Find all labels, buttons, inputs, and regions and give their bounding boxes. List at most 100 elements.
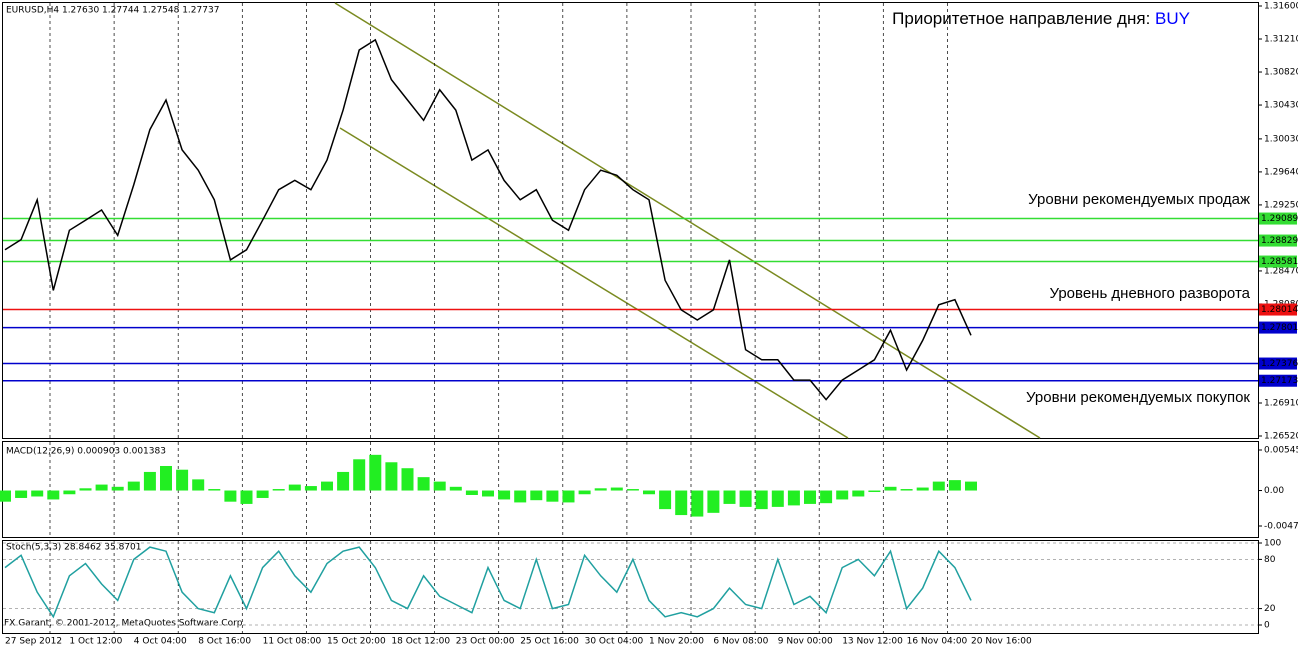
histogram-bar — [482, 490, 494, 497]
level-box — [1259, 357, 1297, 370]
histogram-bar — [256, 490, 269, 498]
histogram-bar — [449, 486, 462, 491]
symbol-header: EURUSD,H4 1.27630 1.27744 1.27548 1.2773… — [6, 6, 219, 16]
histogram-bar — [95, 484, 108, 491]
macd-panel — [2, 441, 1259, 538]
level-label: 1.27173 — [1261, 376, 1298, 386]
histogram-bar — [272, 489, 285, 491]
chart-title: Приоритетное направление дня: BUY — [892, 9, 1190, 28]
level-box — [1259, 234, 1297, 247]
y-tick-label: 100 — [1264, 539, 1281, 549]
y-tick-label: 80 — [1264, 555, 1276, 565]
histogram-bar — [820, 490, 833, 504]
histogram-bar — [787, 490, 800, 506]
y-tick-label: 1.28470 — [1264, 266, 1298, 276]
x-tick-label: 4 Oct 04:00 — [134, 637, 187, 647]
y-tick-label: 1.29250 — [1264, 200, 1298, 210]
histogram-bar — [836, 490, 849, 500]
histogram-bar — [771, 490, 784, 507]
x-tick-label: 27 Sep 2012 — [5, 637, 62, 647]
histogram-bar — [465, 490, 478, 495]
histogram-bar — [804, 490, 816, 504]
histogram-bar — [916, 487, 929, 491]
x-tick-label: 25 Oct 16:00 — [520, 637, 579, 647]
stoch-header: Stoch(5,3,3) 28.8462 35.8701 — [6, 543, 141, 553]
x-tick-label: 1 Oct 12:00 — [69, 637, 122, 647]
histogram-bar — [739, 490, 752, 507]
histogram-bar — [192, 479, 205, 491]
histogram-bar — [691, 490, 704, 517]
histogram-bar — [868, 490, 881, 493]
histogram-bar — [948, 480, 961, 491]
histogram-bar — [111, 486, 124, 491]
histogram-bar — [127, 481, 140, 491]
x-tick-label: 11 Oct 08:00 — [263, 637, 322, 647]
title-text: Приоритетное направление дня: — [892, 9, 1155, 28]
level-label: 1.28581 — [1261, 257, 1298, 267]
y-tick-label: 1.30430 — [1264, 101, 1298, 111]
y-tick-label: -0.00477 — [1264, 522, 1298, 532]
level-label: 1.27376 — [1261, 359, 1298, 369]
annotation: Уровень дневного разворота — [1049, 285, 1250, 302]
histogram-bar — [594, 488, 607, 491]
series-line — [4, 546, 972, 619]
histogram-bar — [208, 489, 221, 491]
histogram-bar — [288, 484, 301, 491]
histogram-bar — [385, 462, 398, 491]
histogram-bar — [31, 490, 44, 497]
level-label: 1.27801 — [1261, 323, 1298, 333]
histogram-bar — [240, 490, 253, 504]
histogram-bar — [707, 490, 720, 513]
level-box — [1259, 255, 1297, 268]
y-tick-label: 0.00545 — [1264, 446, 1298, 456]
annotation: Уровни рекомендуемых покупок — [1026, 389, 1250, 406]
x-tick-label: 23 Oct 00:00 — [456, 637, 515, 647]
y-tick-label: 1.30030 — [1264, 134, 1298, 144]
histogram-bar — [965, 481, 977, 491]
histogram-bar — [224, 490, 237, 502]
histogram-bar — [626, 489, 639, 491]
histogram-bar — [160, 465, 172, 491]
level-label: 1.29089 — [1261, 214, 1298, 224]
histogram-bar — [15, 490, 28, 498]
histogram-bar — [884, 486, 897, 491]
histogram-bar — [369, 454, 382, 491]
histogram-bar — [610, 487, 623, 491]
histogram-bar — [852, 490, 865, 497]
x-tick-label: 6 Nov 08:00 — [713, 637, 768, 647]
histogram-bar — [932, 481, 945, 491]
x-tick-label: 13 Nov 12:00 — [842, 637, 903, 647]
copyright: FX Garant, © 2001-2012, MetaQuotes Softw… — [4, 619, 245, 629]
histogram-bar — [353, 459, 366, 491]
level-label: 1.28014 — [1261, 305, 1298, 315]
level-box — [1259, 212, 1297, 225]
level-label: 1.28829 — [1261, 236, 1298, 246]
annotation: Уровни рекомендуемых продаж — [1028, 191, 1250, 208]
histogram-bar — [643, 490, 655, 495]
series-line — [4, 38, 972, 401]
y-tick-label: 1.26520 — [1264, 432, 1298, 442]
y-tick-label: 0 — [1264, 621, 1270, 631]
histogram-bar — [900, 489, 913, 491]
macd-header: MACD(12,26,9) 0.000903 0.001383 — [6, 447, 166, 457]
histogram-bar — [47, 490, 60, 500]
stoch-panel — [2, 540, 1259, 634]
histogram-bar — [321, 481, 333, 491]
y-tick-label: 0.00 — [1264, 486, 1284, 496]
histogram-bar — [176, 469, 189, 491]
histogram-bar — [304, 486, 317, 491]
channel-line — [334, 2, 1041, 439]
histogram-bar — [755, 490, 768, 510]
histogram-bar — [723, 490, 736, 504]
histogram-bar — [675, 490, 688, 516]
x-tick-label: 8 Oct 16:00 — [198, 637, 251, 647]
histogram-bar — [498, 490, 511, 500]
histogram-bar — [63, 490, 76, 495]
histogram-bar — [401, 468, 414, 491]
x-tick-label: 15 Oct 20:00 — [327, 637, 386, 647]
y-tick-label: 20 — [1264, 604, 1276, 614]
x-tick-label: 18 Oct 12:00 — [391, 637, 450, 647]
histogram-bar — [659, 490, 672, 510]
